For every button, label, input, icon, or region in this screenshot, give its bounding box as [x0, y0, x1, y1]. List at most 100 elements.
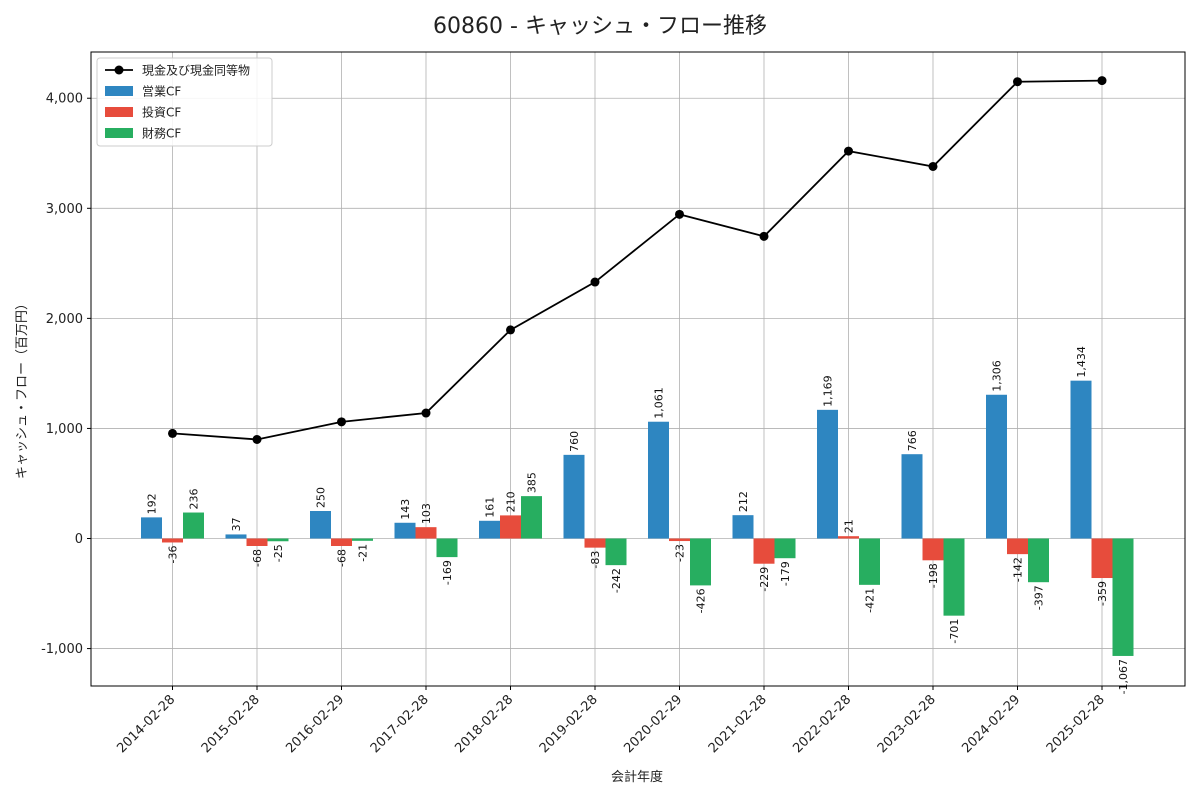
bar — [310, 510, 331, 539]
bar-value-label: 161 — [484, 497, 497, 518]
bar-value-label: 385 — [526, 472, 539, 493]
bar-value-label: 250 — [315, 487, 328, 508]
legend-label: 投資CF — [142, 105, 181, 120]
y-tick-label: 0 — [75, 532, 83, 547]
bar — [838, 536, 859, 539]
legend-label: 現金及び現金同等物 — [142, 63, 250, 78]
bar — [1070, 380, 1092, 539]
line-point — [759, 231, 769, 241]
bar — [922, 538, 944, 561]
bar — [817, 409, 838, 539]
bar-value-label: -68 — [251, 549, 264, 567]
bar — [183, 512, 204, 539]
grid — [91, 52, 1185, 686]
bar-value-label: -229 — [758, 567, 771, 592]
legend-marker — [114, 65, 124, 75]
bar — [352, 538, 373, 541]
chart-title: 60860 - キャッシュ・フロー推移 — [433, 14, 767, 39]
bar — [225, 534, 247, 539]
line-point — [928, 161, 938, 171]
bar — [669, 538, 690, 542]
bar-value-label: 760 — [568, 431, 581, 452]
bar — [943, 538, 965, 616]
y-tick-label: 4,000 — [46, 92, 83, 107]
bar-value-label: -198 — [927, 563, 940, 588]
bar-value-label: -23 — [674, 544, 687, 562]
bar — [774, 538, 796, 559]
bar — [141, 517, 162, 539]
bar-value-label: -142 — [1012, 557, 1025, 582]
bar-value-label: -25 — [272, 544, 285, 562]
bar-value-label: 21 — [843, 519, 856, 533]
bar-value-label: -242 — [610, 568, 623, 593]
legend-bar-swatch — [105, 107, 133, 117]
line-point — [421, 408, 431, 418]
bar-value-label: 236 — [188, 489, 201, 510]
bar — [563, 454, 585, 539]
bar — [584, 538, 606, 548]
legend-label: 財務CF — [142, 126, 181, 141]
legend-bar-swatch — [105, 128, 133, 138]
line-point — [844, 146, 853, 156]
line-path — [172, 79, 1103, 441]
bar-value-label: 212 — [737, 491, 750, 512]
bar-value-label: -21 — [357, 544, 370, 562]
line-point — [506, 325, 515, 335]
legend-box — [96, 57, 273, 147]
bar — [690, 538, 711, 586]
bar — [267, 538, 289, 542]
bar-value-label: 1,061 — [653, 387, 666, 419]
bar — [479, 520, 500, 539]
bar — [331, 538, 352, 546]
bar-value-label: -1,067 — [1117, 659, 1130, 694]
y-axis-ticks: -1,000 0 1,000 2,000 3,000 4,000 — [41, 92, 91, 657]
bar — [859, 538, 880, 585]
line-point — [590, 277, 600, 287]
bar — [732, 515, 754, 539]
bar-value-label: -179 — [779, 561, 792, 586]
cash-line — [168, 76, 1107, 444]
bar — [1112, 538, 1134, 656]
y-tick-label: 3,000 — [46, 202, 83, 217]
y-tick-label: 2,000 — [46, 312, 83, 327]
bar-value-label: 1,169 — [822, 375, 835, 407]
bar-value-label: 143 — [399, 499, 412, 520]
line-point — [168, 428, 177, 438]
bar-value-label: -701 — [948, 619, 961, 644]
bar — [521, 496, 542, 539]
plot-frame — [90, 51, 1186, 687]
line-point — [252, 434, 262, 444]
bars — [141, 380, 1134, 656]
bar — [394, 522, 416, 539]
bar — [1028, 538, 1049, 583]
bar-value-label: 210 — [505, 491, 518, 512]
bar-value-label: -426 — [695, 588, 708, 613]
bar-value-label: -68 — [336, 549, 349, 567]
bar-value-label: -421 — [864, 588, 877, 613]
x-axis-label: 会計年度 — [611, 769, 663, 785]
bar — [246, 538, 268, 546]
line-point — [675, 209, 684, 219]
bar — [1091, 538, 1113, 579]
bar-value-label: -397 — [1033, 585, 1046, 610]
bar-value-label: 37 — [230, 517, 243, 531]
bar — [436, 538, 458, 558]
bar — [753, 538, 775, 564]
bar — [162, 538, 183, 543]
y-tick-label: -1,000 — [41, 642, 83, 657]
bar — [986, 394, 1007, 539]
bar-value-label: -169 — [441, 560, 454, 585]
bar-value-label: -36 — [167, 545, 180, 563]
bar — [1007, 538, 1028, 555]
line-point — [1097, 76, 1107, 86]
y-axis-label: キャッシュ・フロー（百万円） — [15, 297, 30, 479]
legend-label: 営業CF — [142, 85, 181, 99]
bar — [605, 538, 627, 566]
bar-value-label: 103 — [420, 503, 433, 524]
bar-value-label: 192 — [146, 493, 159, 514]
bar — [648, 421, 669, 539]
y-tick-label: 1,000 — [46, 422, 83, 437]
